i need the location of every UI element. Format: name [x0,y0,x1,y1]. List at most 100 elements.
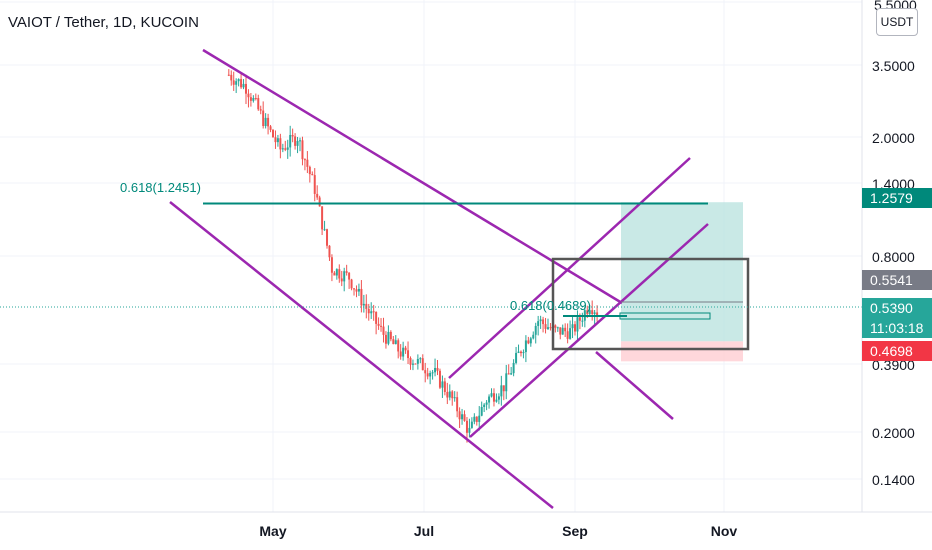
candle-body [426,373,429,377]
fib-line-lower-ext [619,312,711,320]
candle-body [291,134,294,137]
candle-body [515,352,518,363]
candle-body [348,272,351,280]
candle-body [517,351,520,353]
candle-body [569,328,572,339]
stop-price-tag: 0.4698 [862,341,932,361]
currency-selector[interactable]: USDT [876,8,918,36]
candle-body [421,358,424,371]
candle-body [235,81,238,85]
candle-body [409,358,412,365]
candle-body [473,416,476,422]
candle-body [230,74,233,81]
candle-body [316,193,319,198]
candle-body [360,288,363,306]
candle-body [284,148,287,150]
candle-body [556,327,559,329]
candle-body [240,79,243,88]
candle-body [505,373,508,392]
candle-body [345,271,348,273]
time-axis[interactable]: May Jul Sep Nov [259,523,737,539]
candle-body [394,340,397,345]
candle-body [497,396,500,400]
candle-body [318,197,321,207]
candle-body [355,289,358,292]
target-zone [621,202,743,342]
x-tick: May [259,523,286,539]
candle-body [537,321,540,326]
candle-body [404,347,407,351]
candle-body [249,97,252,101]
candle-body [397,340,400,352]
candle-body [490,393,493,397]
candle-body [340,278,343,282]
candle-body [242,83,245,88]
candle-body [596,312,599,315]
candle-body [434,367,437,373]
candle-body [549,327,552,329]
candle-body [431,372,434,374]
candle-body [392,339,395,345]
x-tick: Jul [414,523,434,539]
symbol-title[interactable]: VAIOT / Tether, 1D, KUCOIN [8,14,199,31]
candle-body [539,319,542,322]
candle-body [480,406,483,416]
candle-body [343,271,346,282]
drawings[interactable] [169,48,750,509]
candle-body [301,140,304,160]
last-price-tag: 0.5390 11:03:18 [862,298,932,338]
candle-body [561,327,564,335]
candle-body [458,411,461,420]
candle-body [303,159,306,161]
candle-body [554,325,557,328]
candle-body [259,109,262,111]
candle-body [519,351,522,354]
candle-body [382,326,385,335]
candle-body [257,98,260,110]
candle-body [559,327,562,335]
candle-body [333,272,336,276]
candle-body [453,397,456,399]
price-axis[interactable]: 5.5000 3.5000 2.0000 1.4000 0.8000 0.390… [872,0,917,488]
candle-body [272,129,274,138]
candle-body [532,334,535,339]
candle-body [244,83,247,94]
candle-body [289,134,292,148]
candle-body [510,373,513,375]
candle-body [495,399,498,402]
candle-body [313,175,316,194]
candle-body [419,358,422,360]
candle-body [574,324,576,332]
candle-body [311,174,314,176]
descending-channel-lower [169,201,554,509]
x-tick: Nov [711,523,738,539]
candle-body [380,325,383,327]
candle-body [308,166,311,175]
candle-body [483,404,486,407]
candle-body [475,416,478,422]
last-price-value: 0.5390 [870,300,913,316]
candle-body [402,347,405,357]
candle-body [470,421,473,428]
candle-body [566,331,569,339]
y-tick: 2.0000 [872,130,915,146]
candle-body [247,93,250,98]
candle-body [488,396,491,403]
candle-body [576,317,579,332]
candle-body [593,312,596,314]
candle-body [522,352,525,354]
candle-body [274,137,277,143]
candle-body [350,279,353,289]
candle-body [375,311,378,324]
candle-body [527,340,530,344]
candle-body [416,358,419,364]
descending-channel-upper [202,48,623,305]
candle-body [335,269,338,276]
y-tick: 0.1400 [872,472,915,488]
candle-body [591,310,594,314]
candle-body [407,350,410,359]
candle-body [492,393,495,402]
candle-body [588,310,591,315]
candle-body [544,324,547,329]
